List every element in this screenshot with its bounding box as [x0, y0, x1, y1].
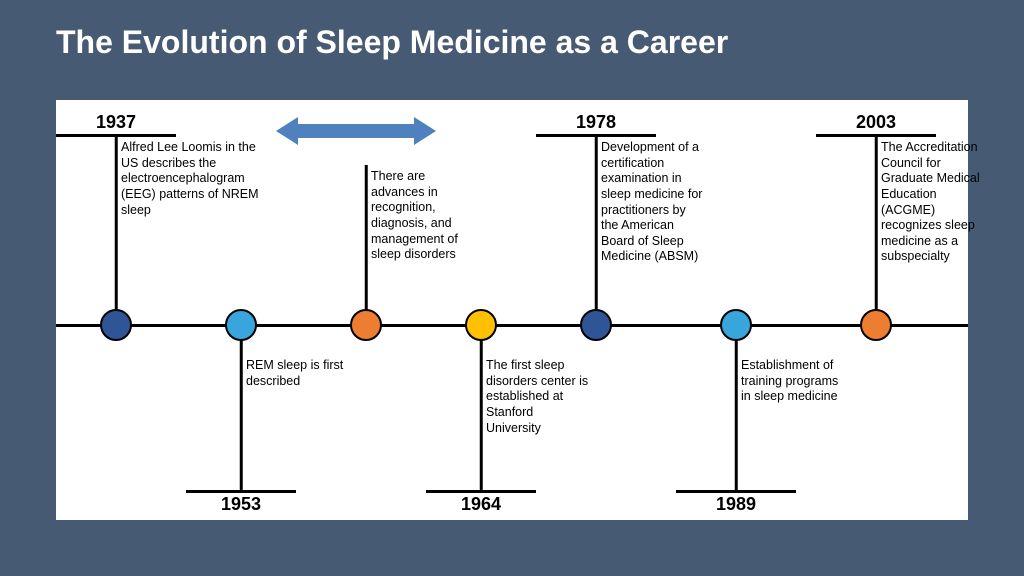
timeline-year: 2003	[856, 112, 896, 133]
timeline-desc: REM sleep is first described	[246, 358, 361, 389]
timeline-year-bar	[426, 490, 536, 493]
timeline-desc: The Accreditation Council for Graduate M…	[881, 140, 991, 265]
timeline-stem	[735, 339, 738, 490]
timeline-year-bar	[536, 134, 656, 137]
timeline-year: 1989	[716, 494, 756, 515]
timeline-year-bar	[816, 134, 936, 137]
timeline-stem	[240, 339, 243, 490]
timeline-node	[580, 309, 612, 341]
timeline-year-bar	[56, 134, 176, 137]
timeline-node	[225, 309, 257, 341]
timeline-stem	[115, 134, 118, 311]
timeline-node	[350, 309, 382, 341]
timeline-axis	[56, 324, 968, 327]
timeline-desc: Alfred Lee Loomis in the US describes th…	[121, 140, 266, 218]
timeline-year-bar	[186, 490, 296, 493]
timeline-panel: 1937 Alfred Lee Loomis in the US describe…	[56, 100, 968, 520]
timeline-node	[860, 309, 892, 341]
timeline-desc: Development of a certification examinati…	[601, 140, 706, 265]
timeline-year: 1937	[96, 112, 136, 133]
timeline-desc: The first sleep disorders center is esta…	[486, 358, 591, 436]
timeline-stem	[365, 165, 368, 311]
timeline-stem	[875, 134, 878, 311]
timeline-node	[100, 309, 132, 341]
timeline-node	[465, 309, 497, 341]
timeline-desc: There are advances in recognition, diagn…	[371, 169, 481, 263]
timeline-desc: Establishment of training programs in sl…	[741, 358, 846, 405]
timeline-stem	[480, 339, 483, 490]
timeline-year: 1964	[461, 494, 501, 515]
timeline-year: 1978	[576, 112, 616, 133]
timeline-node	[720, 309, 752, 341]
double-arrow-icon	[296, 124, 416, 138]
timeline-year: 1953	[221, 494, 261, 515]
timeline-year-bar	[676, 490, 796, 493]
page-title: The Evolution of Sleep Medicine as a Car…	[0, 0, 1024, 61]
timeline-stem	[595, 134, 598, 311]
